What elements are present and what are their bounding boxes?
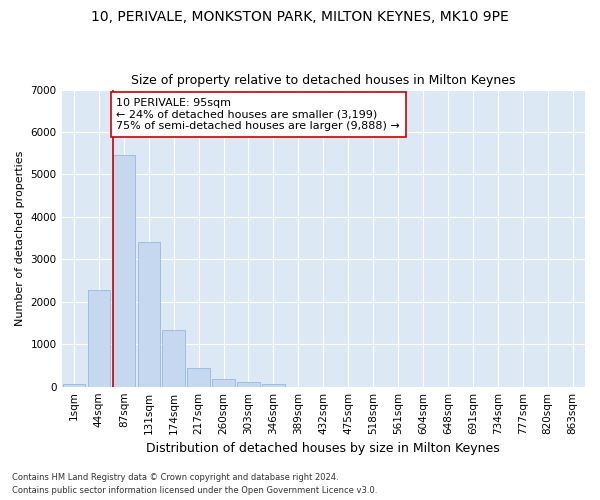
- Y-axis label: Number of detached properties: Number of detached properties: [15, 150, 25, 326]
- X-axis label: Distribution of detached houses by size in Milton Keynes: Distribution of detached houses by size …: [146, 442, 500, 455]
- Bar: [187, 368, 210, 386]
- Bar: [262, 384, 284, 386]
- Text: Contains HM Land Registry data © Crown copyright and database right 2024.
Contai: Contains HM Land Registry data © Crown c…: [12, 474, 377, 495]
- Title: Size of property relative to detached houses in Milton Keynes: Size of property relative to detached ho…: [131, 74, 515, 87]
- Bar: [88, 290, 110, 386]
- Bar: [63, 384, 85, 386]
- Text: 10 PERIVALE: 95sqm
← 24% of detached houses are smaller (3,199)
75% of semi-deta: 10 PERIVALE: 95sqm ← 24% of detached hou…: [116, 98, 400, 131]
- Text: 10, PERIVALE, MONKSTON PARK, MILTON KEYNES, MK10 9PE: 10, PERIVALE, MONKSTON PARK, MILTON KEYN…: [91, 10, 509, 24]
- Bar: [163, 330, 185, 386]
- Bar: [137, 242, 160, 386]
- Bar: [212, 380, 235, 386]
- Bar: [237, 382, 260, 386]
- Bar: [113, 156, 135, 386]
